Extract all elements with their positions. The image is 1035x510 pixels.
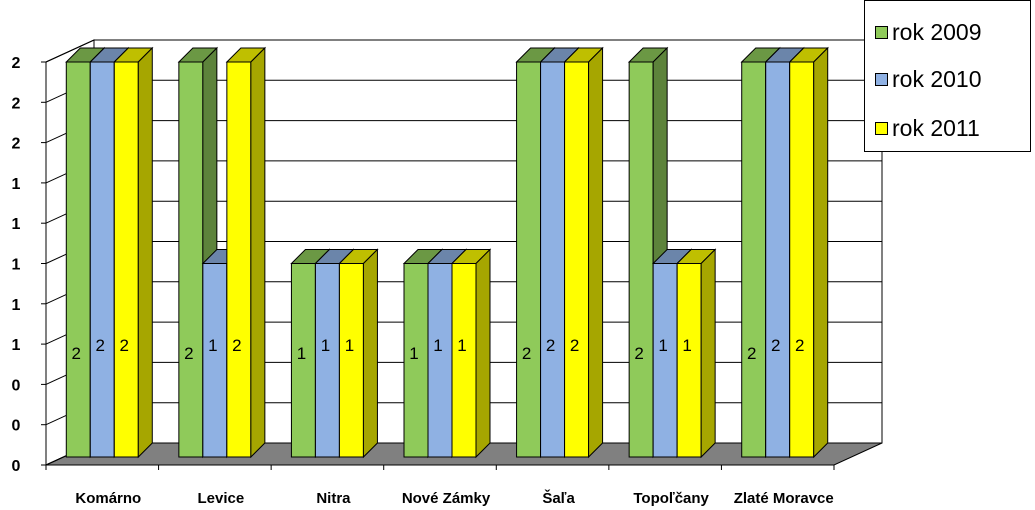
legend-swatch-2010 <box>875 72 888 86</box>
category-label: Levice <box>198 490 245 507</box>
bar <box>675 248 717 459</box>
bar-front <box>427 263 453 458</box>
bar-front <box>789 61 815 458</box>
bar-side <box>700 248 716 459</box>
legend-label-2009: rok 2009 <box>892 18 982 45</box>
bar-side <box>813 46 829 459</box>
bar-front <box>516 61 542 458</box>
bar-front <box>540 61 566 458</box>
bar-side <box>475 248 491 459</box>
bar <box>563 46 604 459</box>
data-label: 1 <box>297 344 306 363</box>
axes: Komárno Levice Nitra Nové Zámky Šaľa Topoľčan… <box>12 55 835 507</box>
legend-swatch-2009 <box>875 25 888 39</box>
y-tick-label: 1 <box>12 297 21 314</box>
bar <box>225 46 267 459</box>
y-tick-label: 0 <box>12 377 21 394</box>
bar-front <box>451 263 477 458</box>
data-label: 1 <box>208 336 217 355</box>
bar-front <box>676 263 702 458</box>
data-label: 2 <box>184 344 193 363</box>
bar-front <box>314 263 340 458</box>
data-label: 2 <box>72 344 81 363</box>
y-tick-label: 1 <box>12 257 21 274</box>
bar-front <box>338 263 364 458</box>
bar-front <box>403 263 429 458</box>
legend-label-2011: rok 2011 <box>892 114 980 141</box>
category-label: Nitra <box>316 490 351 507</box>
data-label: 2 <box>771 336 780 355</box>
data-label: 1 <box>682 336 691 355</box>
data-label: 1 <box>409 344 418 363</box>
data-label: 2 <box>570 336 579 355</box>
category-label: Zlaté Moravce <box>734 490 834 507</box>
bar-front <box>226 61 252 458</box>
data-label: 1 <box>457 336 466 355</box>
y-tick-label: 2 <box>12 136 21 153</box>
bar <box>450 248 492 459</box>
data-label: 2 <box>795 336 804 355</box>
bar-front <box>290 263 316 458</box>
bar-front <box>628 61 654 458</box>
data-label: 1 <box>658 336 667 355</box>
data-label: 2 <box>96 336 105 355</box>
y-tick-label: 0 <box>12 418 21 435</box>
data-label: 1 <box>433 336 442 355</box>
bar-front <box>765 61 791 458</box>
bar <box>113 46 154 459</box>
bar-marks <box>65 46 829 459</box>
bar <box>788 46 829 459</box>
y-tick-label: 1 <box>12 176 21 193</box>
bar-front <box>113 61 139 458</box>
y-tick-label: 2 <box>12 55 21 72</box>
data-label: 1 <box>321 336 330 355</box>
category-label: Komárno <box>75 490 141 507</box>
legend-item-2010: rok 2010 <box>875 64 982 94</box>
legend: rok 2009 rok 2010 rok 2011 <box>864 0 1031 152</box>
data-label: 2 <box>747 344 756 363</box>
y-tick-label: 0 <box>12 458 21 475</box>
y-tick-label: 1 <box>12 216 21 233</box>
bar-front <box>564 61 590 458</box>
data-label: 2 <box>120 336 129 355</box>
data-label: 2 <box>232 336 241 355</box>
legend-item-2011: rok 2011 <box>875 113 980 143</box>
legend-item-2009: rok 2009 <box>875 17 982 47</box>
data-label: 2 <box>522 344 531 363</box>
category-label: Nové Zámky <box>402 490 491 507</box>
bar-front <box>65 61 91 458</box>
bar-front <box>652 263 678 458</box>
category-label: Topoľčany <box>633 490 709 507</box>
bar-front <box>202 263 228 458</box>
legend-swatch-2011 <box>875 121 888 135</box>
legend-label-2010: rok 2010 <box>892 65 982 92</box>
bar-side <box>250 46 266 459</box>
data-label: 2 <box>634 344 643 363</box>
data-label: 2 <box>546 336 555 355</box>
bar-front <box>178 61 204 458</box>
bar <box>338 248 379 459</box>
category-label: Šaľa <box>542 489 575 507</box>
gridline-diagonal <box>45 39 95 63</box>
bar-front <box>741 61 767 458</box>
y-tick-label: 2 <box>12 95 21 112</box>
bar-front <box>89 61 115 458</box>
bar-side <box>137 46 153 459</box>
y-tick-label: 1 <box>12 337 21 354</box>
bar-side <box>362 248 378 459</box>
bar-side <box>588 46 604 459</box>
data-label: 1 <box>345 336 354 355</box>
